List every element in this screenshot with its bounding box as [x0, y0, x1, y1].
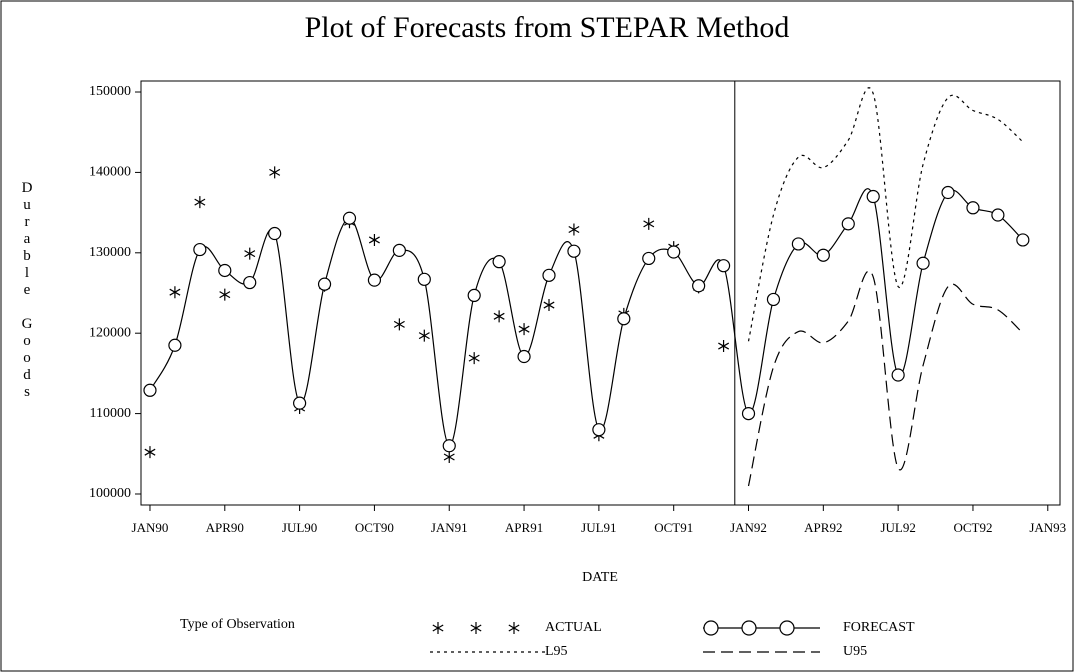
circle-marker	[218, 263, 232, 278]
circle-marker	[143, 383, 157, 397]
circle-marker	[841, 217, 855, 231]
circle-marker	[293, 396, 307, 410]
x-tick-label: JUL91	[581, 520, 616, 535]
circle-marker	[941, 185, 955, 200]
circle-marker	[417, 272, 431, 286]
circle-marker	[642, 251, 656, 266]
legend-star	[470, 622, 482, 634]
star-marker	[518, 323, 530, 336]
legend-label: U95	[843, 644, 867, 659]
x-tick-label: OCT92	[953, 520, 992, 535]
series-line	[149, 188, 1024, 447]
circle-marker	[342, 211, 357, 225]
x-tick-label: JAN90	[132, 520, 169, 535]
chart-title: Plot of Forecasts from STEPAR Method	[305, 11, 790, 44]
circle-marker	[766, 292, 781, 307]
star-marker	[194, 196, 206, 209]
circle-marker	[467, 288, 481, 303]
x-tick-label: APR91	[505, 520, 543, 535]
star-marker	[468, 352, 480, 365]
x-tick-label: APR92	[804, 520, 842, 535]
circle-marker	[816, 248, 830, 262]
star-marker	[568, 223, 580, 236]
star-marker	[418, 329, 430, 342]
legend-label: L95	[545, 644, 568, 659]
star-marker	[368, 233, 380, 246]
circle-marker	[243, 275, 257, 290]
circle-marker	[916, 256, 930, 270]
star-marker	[643, 217, 655, 230]
plot-area	[140, 80, 1061, 506]
star-marker	[169, 286, 181, 299]
circle-marker	[492, 255, 506, 269]
circle-marker	[866, 189, 880, 204]
circle-marker	[617, 312, 631, 326]
star-marker	[219, 288, 231, 301]
star-marker	[244, 247, 256, 260]
star-marker	[269, 166, 281, 179]
x-tick-label: JUL90	[282, 520, 317, 535]
circle-marker	[791, 237, 805, 251]
star-marker	[493, 310, 505, 323]
circle-marker	[268, 226, 282, 241]
x-tick-label: JAN93	[1029, 520, 1066, 535]
y-tick-label: 130000	[89, 245, 131, 260]
legend-circle	[779, 620, 795, 636]
y-axis-label: Durable Goods	[19, 180, 35, 401]
x-tick-label: OCT90	[355, 520, 394, 535]
y-tick-label: 150000	[89, 84, 131, 99]
circle-marker	[367, 273, 382, 287]
legend-star	[508, 622, 520, 634]
star-marker	[718, 340, 730, 353]
circle-marker	[966, 201, 980, 215]
x-tick-label: APR90	[206, 520, 244, 535]
y-tick-label: 120000	[89, 325, 131, 340]
circle-marker	[592, 423, 606, 437]
circle-marker	[891, 368, 905, 382]
star-marker	[393, 318, 405, 331]
circle-marker	[442, 439, 456, 453]
y-tick-label: 100000	[89, 486, 131, 501]
circle-marker	[1016, 233, 1030, 247]
y-tick-label: 140000	[89, 165, 131, 180]
legend-circle	[741, 620, 757, 636]
star-marker	[443, 451, 455, 464]
legend-circle	[703, 620, 719, 636]
circle-marker	[741, 406, 756, 421]
y-tick-label: 110000	[90, 406, 131, 421]
circle-marker	[716, 259, 731, 273]
circle-marker	[692, 279, 706, 293]
x-tick-label: JAN91	[431, 520, 468, 535]
circle-marker	[517, 349, 531, 364]
x-tick-label: JAN92	[730, 520, 767, 535]
legend-title: Type of Observation	[180, 617, 295, 632]
x-tick-label: OCT91	[654, 520, 693, 535]
circle-marker	[168, 338, 182, 352]
legend-label: FORECAST	[843, 620, 915, 635]
star-marker	[543, 299, 555, 312]
circle-marker	[542, 268, 556, 282]
circle-marker	[567, 244, 581, 258]
circle-marker	[991, 208, 1005, 222]
x-axis-label: DATE	[582, 570, 618, 585]
series-line	[747, 87, 1024, 342]
legend-label: ACTUAL	[545, 620, 602, 635]
circle-marker	[667, 245, 681, 259]
circle-marker	[317, 277, 332, 291]
legend-star	[432, 622, 444, 634]
series-line	[747, 270, 1024, 487]
circle-marker	[193, 242, 207, 257]
circle-marker	[392, 243, 406, 257]
x-tick-label: JUL92	[880, 520, 915, 535]
star-marker	[144, 446, 156, 459]
